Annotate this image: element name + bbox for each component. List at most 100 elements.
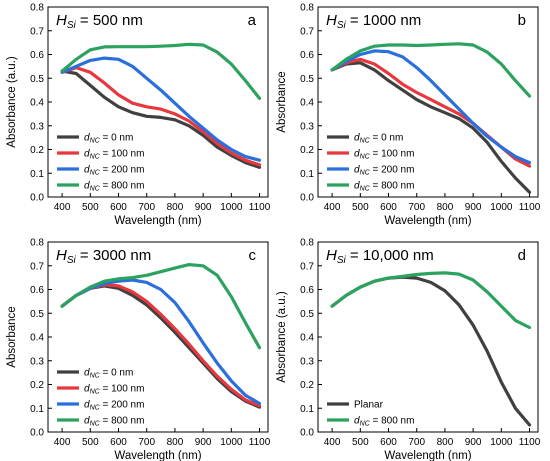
series-line-1: [60, 69, 262, 169]
y-tick-label: 0.3: [300, 121, 314, 132]
series-line-2: [330, 271, 532, 330]
title-subscript: Si: [67, 20, 77, 31]
x-tick-label: 600: [380, 437, 397, 448]
x-tick-label: 900: [465, 437, 482, 448]
y-tick-label: 0.7: [300, 26, 314, 37]
legend-subscript: NC: [90, 405, 101, 412]
y-tick-label: 0.7: [30, 26, 44, 37]
x-tick-label: 400: [54, 202, 71, 213]
panel-letter: b: [518, 12, 526, 29]
x-tick-label: 800: [167, 437, 184, 448]
y-axis-title: Absorbance (a.u.): [276, 291, 288, 383]
title-variable: H: [326, 12, 337, 29]
x-tick-label: 500: [352, 202, 369, 213]
legend-value: = 200 nm: [100, 165, 145, 176]
x-axis-title: Wavelength (nm): [114, 450, 201, 461]
legend-label: dNC = 800 nm: [354, 181, 414, 193]
y-tick-label: 0.3: [30, 356, 44, 367]
y-tick-label: 0.4: [300, 98, 314, 109]
x-tick-label: 700: [138, 437, 155, 448]
x-tick-label: 1100: [249, 437, 271, 448]
title-value: = 1000 nm: [346, 12, 421, 29]
panel-title: HSi = 10,000 nm: [326, 247, 434, 266]
y-tick-label: 0.7: [30, 261, 44, 272]
x-tick-label: 800: [437, 437, 454, 448]
series-line-4: [60, 263, 262, 350]
legend-label: dNC = 800 nm: [354, 416, 414, 428]
title-value: = 10,000 nm: [346, 247, 434, 264]
legend-variable: d: [84, 133, 90, 144]
y-tick-label: 0.2: [300, 145, 314, 156]
legend-value: = 800 nm: [100, 181, 145, 192]
y-tick-label: 0.4: [30, 98, 44, 109]
x-tick-label: 1000: [490, 202, 513, 213]
legend-label: dNC = 800 nm: [84, 416, 144, 428]
legend-subscript: NC: [360, 421, 371, 428]
panel-title: HSi = 3000 nm: [56, 247, 151, 266]
legend-value: = 0 nm: [100, 133, 134, 144]
legend-variable: d: [84, 400, 90, 411]
x-axis-title: Wavelength (nm): [384, 215, 471, 227]
legend-label: dNC = 200 nm: [84, 165, 144, 177]
legend-variable: d: [354, 149, 360, 160]
legend-label: dNC = 0 nm: [84, 133, 133, 145]
y-tick-label: 0.2: [30, 145, 44, 156]
y-tick-label: 0.6: [30, 50, 44, 61]
panel-letter: c: [249, 247, 257, 264]
legend-variable: d: [84, 181, 90, 192]
y-tick-label: 0.2: [300, 380, 314, 391]
x-tick-label: 700: [408, 437, 425, 448]
y-tick-label: 0.1: [30, 169, 44, 180]
title-subscript: Si: [337, 20, 347, 31]
x-tick-label: 700: [408, 202, 425, 213]
panel-title: HSi = 1000 nm: [326, 12, 421, 31]
legend-label: dNC = 0 nm: [84, 368, 133, 380]
y-tick-label: 0.5: [300, 309, 314, 320]
legend-label: dNC = 0 nm: [354, 133, 403, 145]
y-tick-label: 0.0: [30, 428, 44, 439]
legend-value: = 0 nm: [370, 133, 404, 144]
y-tick-label: 0.3: [300, 356, 314, 367]
y-tick-label: 0.4: [300, 333, 314, 344]
legend-subscript: NC: [90, 154, 101, 161]
legend-label: dNC = 100 nm: [84, 149, 144, 161]
x-tick-label: 1000: [220, 202, 243, 213]
series-line-3: [60, 56, 262, 162]
legend-value: = 0 nm: [100, 368, 134, 379]
y-axis-title: Absorbance (a.u.): [6, 56, 18, 148]
x-tick-label: 900: [465, 202, 482, 213]
x-tick-label: 900: [195, 437, 212, 448]
legend-subscript: NC: [360, 138, 371, 145]
y-tick-label: 0.5: [300, 74, 314, 85]
x-tick-label: 900: [195, 202, 212, 213]
legend-value: = 800 nm: [100, 416, 145, 427]
plot-frame: [47, 6, 269, 198]
legend-subscript: NC: [360, 186, 371, 193]
x-tick-label: 1100: [249, 202, 271, 213]
y-tick-label: 0.1: [300, 169, 314, 180]
legend-subscript: NC: [90, 138, 101, 145]
legend-subscript: NC: [360, 170, 371, 177]
x-tick-label: 500: [82, 437, 99, 448]
legend-label: dNC = 100 nm: [354, 149, 414, 161]
legend-label: dNC = 800 nm: [84, 181, 144, 193]
chart-panel-a: 400 500 600 700 800 900 1000 1100 0.0 0.1 0.2 0.3 0.…: [6, 3, 271, 228]
y-tick-label: 0.5: [30, 74, 44, 85]
y-tick-label: 0.8: [30, 238, 44, 249]
y-tick-label: 0.5: [30, 309, 44, 320]
x-tick-label: 600: [110, 202, 127, 213]
x-tick-label: 400: [324, 437, 341, 448]
chart-panel-d: 400 500 600 700 800 900 1000 1100 0.0 0.1 0.2 0.3 0.…: [276, 238, 541, 461]
chart-panel-c: 400 500 600 700 800 900 1000 1100 0.0 0.1 0.2 0.3 0.…: [6, 238, 271, 461]
legend-value: = 100 nm: [370, 149, 415, 160]
panel-letter: d: [518, 247, 526, 264]
x-tick-label: 500: [352, 437, 369, 448]
series-line-1: [330, 61, 532, 194]
legend-subscript: NC: [90, 389, 101, 396]
x-tick-label: 700: [138, 202, 155, 213]
legend-variable: d: [354, 181, 360, 192]
panel-title: HSi = 500 nm: [56, 12, 143, 31]
x-tick-label: 1000: [220, 437, 243, 448]
x-tick-label: 600: [380, 202, 397, 213]
